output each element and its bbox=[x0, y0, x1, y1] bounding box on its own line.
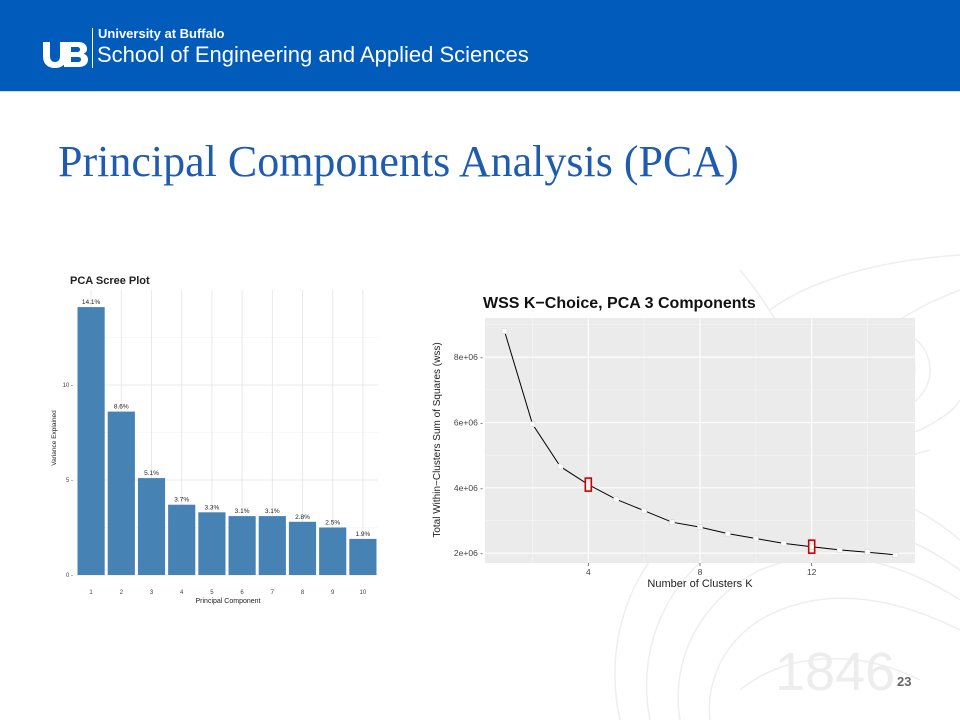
scree-bar-label: 5.1% bbox=[144, 470, 159, 477]
scree-bar bbox=[168, 504, 196, 575]
scree-bar-label: 8.6% bbox=[114, 404, 129, 411]
wss-xtick-label: 4 bbox=[586, 567, 591, 577]
ub-logo-icon bbox=[43, 42, 88, 68]
wss-point bbox=[697, 524, 703, 530]
wss-highlight-marker bbox=[807, 539, 816, 554]
school-name: School of Engineering and Applied Scienc… bbox=[97, 42, 529, 67]
university-name: University at Buffalo bbox=[98, 26, 225, 41]
wss-point bbox=[780, 540, 787, 547]
pca-scree-plot: PCA Scree Plot 14.1% 8.6% 5.1% 3.7% 3.3% 3.1%… bbox=[51, 275, 378, 605]
scree-bar-label: 2.8% bbox=[295, 514, 310, 521]
scree-xtick-label: 9 bbox=[331, 590, 335, 596]
scree-xtick-label: 2 bbox=[120, 590, 124, 596]
scree-xtick-label: 3 bbox=[150, 590, 154, 596]
wss-point bbox=[641, 507, 647, 514]
scree-bar bbox=[319, 527, 347, 575]
scree-title: PCA Scree Plot bbox=[70, 275, 150, 287]
scree-xtick-label: 4 bbox=[180, 590, 184, 596]
wss-point bbox=[753, 535, 759, 542]
wss-k-choice-chart: WSS K−Choice, PCA 3 Components 2e+06 - 4e… bbox=[432, 295, 915, 590]
wss-point bbox=[585, 481, 592, 488]
wss-point bbox=[669, 519, 675, 525]
wss-ytick-label: 8e+06 - bbox=[454, 352, 483, 362]
scree-xtick-label: 6 bbox=[240, 590, 244, 596]
scree-xtick-label: 1 bbox=[89, 590, 93, 596]
scree-bar bbox=[137, 478, 166, 575]
scree-ytick-label: 5 - bbox=[66, 478, 73, 484]
wss-ytick-label: 4e+06 - bbox=[454, 483, 483, 493]
watermark-year: 1846 bbox=[775, 642, 895, 702]
wss-point bbox=[836, 547, 843, 553]
wss-title: WSS K−Choice, PCA 3 Components bbox=[483, 295, 756, 312]
scree-bar bbox=[228, 516, 256, 575]
wss-point bbox=[613, 496, 620, 503]
scree-bar bbox=[198, 512, 226, 575]
wss-point bbox=[557, 463, 564, 470]
header-banner: University at Buffalo School of Engineer… bbox=[0, 0, 960, 92]
scree-bar bbox=[349, 538, 377, 575]
wss-xtick-label: 12 bbox=[807, 567, 817, 577]
wss-ylabel: Total Within−Clusters Sum of Squares (ws… bbox=[432, 342, 443, 537]
scree-bar bbox=[107, 411, 135, 575]
scree-bar-label: 3.1% bbox=[235, 508, 250, 515]
scree-xtick-label: 7 bbox=[271, 590, 275, 596]
wss-point bbox=[892, 552, 899, 558]
slide-title: Principal Components Analysis (PCA) bbox=[58, 137, 739, 186]
wss-point bbox=[864, 549, 871, 556]
scree-xlabel: Principal Component bbox=[196, 598, 261, 605]
scree-bar-label: 3.3% bbox=[204, 504, 219, 511]
scree-bar-label: 1.9% bbox=[355, 531, 370, 538]
wss-xlabel: Number of Clusters K bbox=[647, 578, 753, 590]
scree-xtick-label: 5 bbox=[210, 590, 214, 596]
scree-xtick-label: 10 bbox=[360, 590, 367, 596]
scree-bar bbox=[288, 521, 317, 575]
page-number: 23 bbox=[897, 674, 912, 689]
scree-bar bbox=[77, 307, 105, 575]
scree-ytick-label: 10 - bbox=[63, 383, 73, 389]
scree-bar bbox=[258, 516, 286, 575]
wss-point bbox=[808, 543, 815, 550]
scree-bar-label: 14.1% bbox=[82, 299, 101, 306]
wss-ytick-label: 6e+06 - bbox=[454, 418, 483, 428]
scree-bar-label: 3.7% bbox=[174, 497, 189, 504]
scree-ytick-label: 0 - bbox=[66, 573, 73, 579]
wss-xtick-label: 8 bbox=[698, 567, 703, 577]
scree-bar-label: 2.5% bbox=[325, 520, 340, 527]
wss-highlight-marker bbox=[584, 477, 593, 492]
scree-ylabel: Variance Explained bbox=[51, 410, 58, 466]
wss-point bbox=[725, 530, 731, 537]
wss-ytick-label: 2e+06 - bbox=[454, 548, 483, 558]
logo-separator bbox=[92, 28, 93, 68]
wss-point bbox=[529, 421, 536, 427]
wss-point bbox=[501, 328, 508, 334]
scree-xtick-label: 8 bbox=[301, 590, 305, 596]
scree-bar-label: 3.1% bbox=[265, 508, 280, 515]
